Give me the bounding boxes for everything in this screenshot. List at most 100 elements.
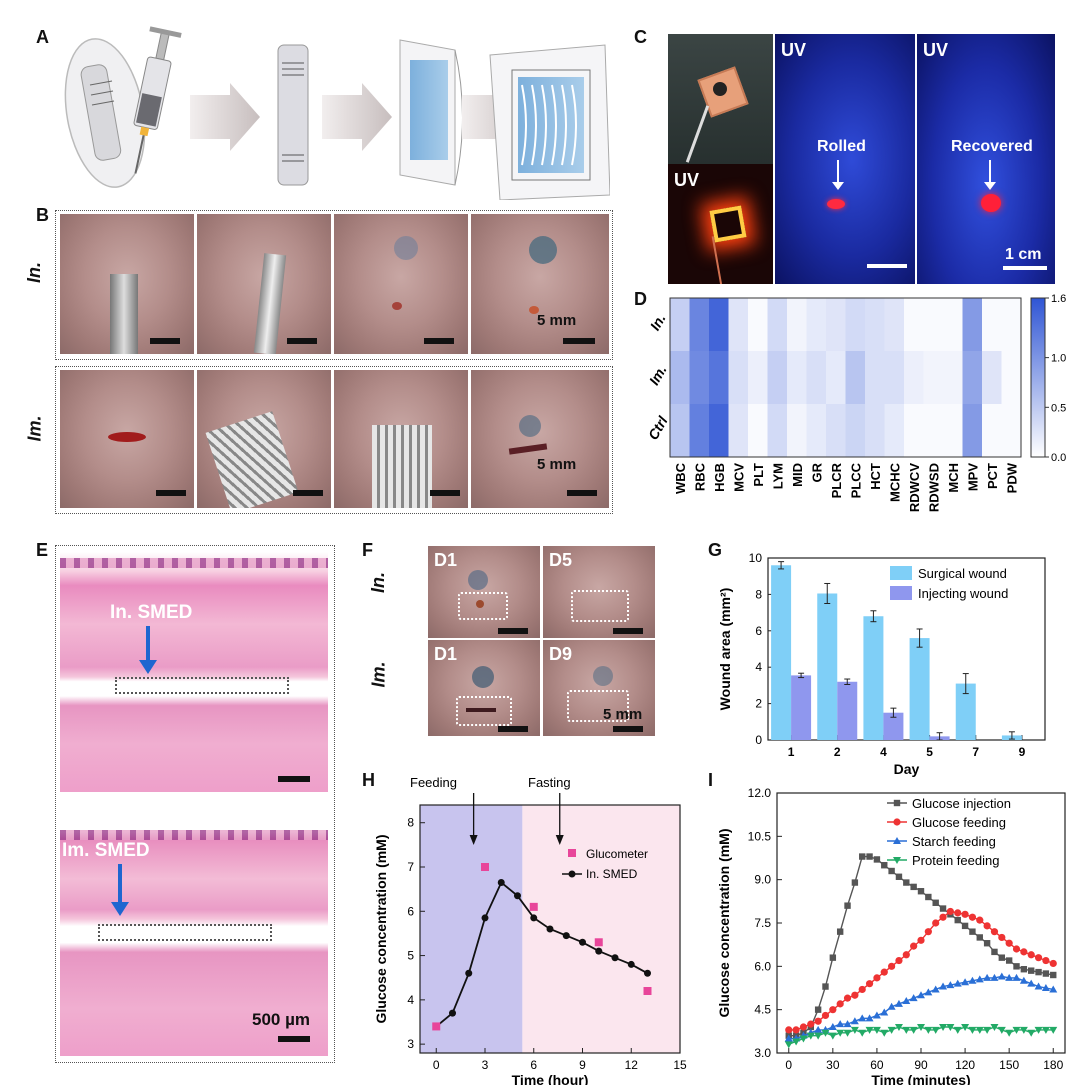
data-point	[814, 1032, 823, 1040]
heatmap-cell	[943, 351, 963, 405]
y-tick-label: 5	[407, 949, 414, 963]
scale-label-in: 5 mm	[537, 312, 577, 329]
data-point	[1027, 951, 1035, 959]
recovered-label: Recovered	[951, 138, 1033, 155]
plot-frame	[776, 792, 1066, 1054]
smed-point	[497, 879, 505, 886]
heatmap-col-label: MCHC	[887, 462, 902, 502]
heatmap-cell	[845, 351, 866, 405]
panel-label-e: E	[36, 540, 49, 560]
y-tick-label: 8	[407, 816, 414, 830]
smed-point	[546, 925, 554, 933]
y-axis-label: Glucose concentration (mM)	[373, 834, 389, 1023]
data-point	[997, 1026, 1006, 1034]
heatmap-cell	[767, 298, 788, 352]
heatmap-col-label: PLCC	[848, 462, 863, 498]
data-point	[1050, 971, 1057, 979]
heatmap-cell	[845, 404, 866, 458]
photo-im-3	[334, 370, 468, 508]
data-point	[836, 1020, 845, 1028]
data-point	[990, 973, 999, 981]
data-point	[866, 853, 873, 860]
bar	[955, 683, 976, 740]
heatmap-cell	[865, 404, 885, 458]
y-tick-label: 0	[755, 733, 762, 747]
f-label-d1a: D1	[434, 550, 458, 570]
f-row-label-im: Im.	[368, 661, 389, 688]
data-point	[888, 962, 896, 970]
panel-label-h: H	[362, 770, 375, 790]
data-point	[843, 1020, 852, 1028]
photo-im-2	[197, 370, 331, 508]
chart-h-line: 0 3 6 9 12 15 3 4 5 6 7 8 Feeding Fasting Glucometer In…	[373, 775, 687, 1085]
arrow-2	[322, 83, 392, 151]
heatmap-col-label: MCH	[946, 463, 961, 493]
x-axis-label: Time (minutes)	[871, 1072, 970, 1085]
plot-frame	[419, 804, 681, 1054]
fasting-arrowhead	[555, 835, 564, 845]
heatmap-cell	[728, 404, 749, 458]
data-point	[1049, 959, 1057, 968]
panel-b-im-frame	[55, 366, 613, 514]
photo-in-1	[60, 214, 194, 354]
data-point	[865, 1026, 874, 1034]
smed-point	[644, 969, 651, 977]
data-point	[881, 862, 888, 869]
heatmap-cell	[670, 404, 690, 458]
data-point	[887, 1002, 896, 1010]
data-point	[836, 1029, 845, 1037]
heatmap-cell	[982, 298, 1002, 352]
data-point	[939, 905, 947, 912]
heatmap-cell	[884, 351, 905, 405]
data-point	[1042, 970, 1050, 977]
data-point	[953, 979, 962, 987]
data-point	[895, 956, 903, 965]
y-tick-label: 7	[407, 860, 414, 874]
data-point	[917, 936, 925, 944]
data-point	[829, 954, 837, 961]
photo-f-in-d5: D5	[543, 546, 655, 638]
data-point	[836, 928, 844, 935]
data-point	[961, 978, 970, 986]
heatmap-cell	[982, 351, 1002, 405]
y-axis-label: Glucose concentration (mM)	[716, 828, 732, 1017]
photo-in-4: 5 mm	[471, 214, 609, 354]
row-label-in: In.	[24, 262, 44, 283]
heatmap-cell	[943, 404, 963, 458]
data-point	[1005, 939, 1013, 947]
data-point	[873, 856, 881, 863]
heatmap-row-label: Ctrl	[645, 413, 671, 443]
heatmap-cell	[1001, 298, 1022, 352]
scale-label-e: 500 µm	[252, 1010, 310, 1029]
row-label-im: Im.	[24, 415, 45, 442]
scale-label-c: 1 cm	[1005, 246, 1042, 263]
uv-label-3: UV	[923, 40, 949, 60]
x-tick-label: 3	[482, 1058, 489, 1072]
data-point	[1041, 1026, 1050, 1034]
data-point	[880, 1008, 889, 1016]
x-tick-label: 180	[1043, 1058, 1063, 1072]
data-point	[954, 916, 961, 924]
heatmap-cell	[787, 404, 807, 458]
unrolling-device	[399, 39, 463, 186]
data-point	[822, 983, 829, 990]
panel-label-c: C	[634, 27, 647, 47]
heatmap-cell	[787, 298, 807, 352]
bar	[863, 616, 884, 740]
photo-f-in-d1: D1	[428, 546, 540, 638]
data-point	[902, 997, 911, 1004]
data-point	[872, 1011, 881, 1019]
legend-label: Injecting wound	[918, 586, 1008, 601]
data-point	[946, 1024, 955, 1031]
data-point	[1049, 985, 1058, 993]
data-point	[1034, 982, 1043, 990]
fasting-region	[522, 805, 680, 1053]
heatmap-cell	[670, 351, 690, 405]
data-point	[859, 853, 866, 860]
heatmap-cell	[709, 351, 729, 405]
data-point	[1005, 957, 1013, 964]
heatmap-cell	[826, 298, 846, 352]
data-point	[821, 1029, 830, 1037]
heatmap-col-label: RDWCV	[907, 463, 922, 512]
data-point	[850, 1026, 859, 1034]
